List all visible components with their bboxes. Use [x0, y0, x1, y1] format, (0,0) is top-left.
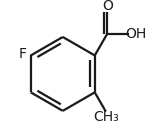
Text: O: O [102, 0, 113, 13]
Text: CH₃: CH₃ [94, 110, 119, 124]
Text: F: F [18, 47, 26, 61]
Text: OH: OH [125, 27, 147, 41]
